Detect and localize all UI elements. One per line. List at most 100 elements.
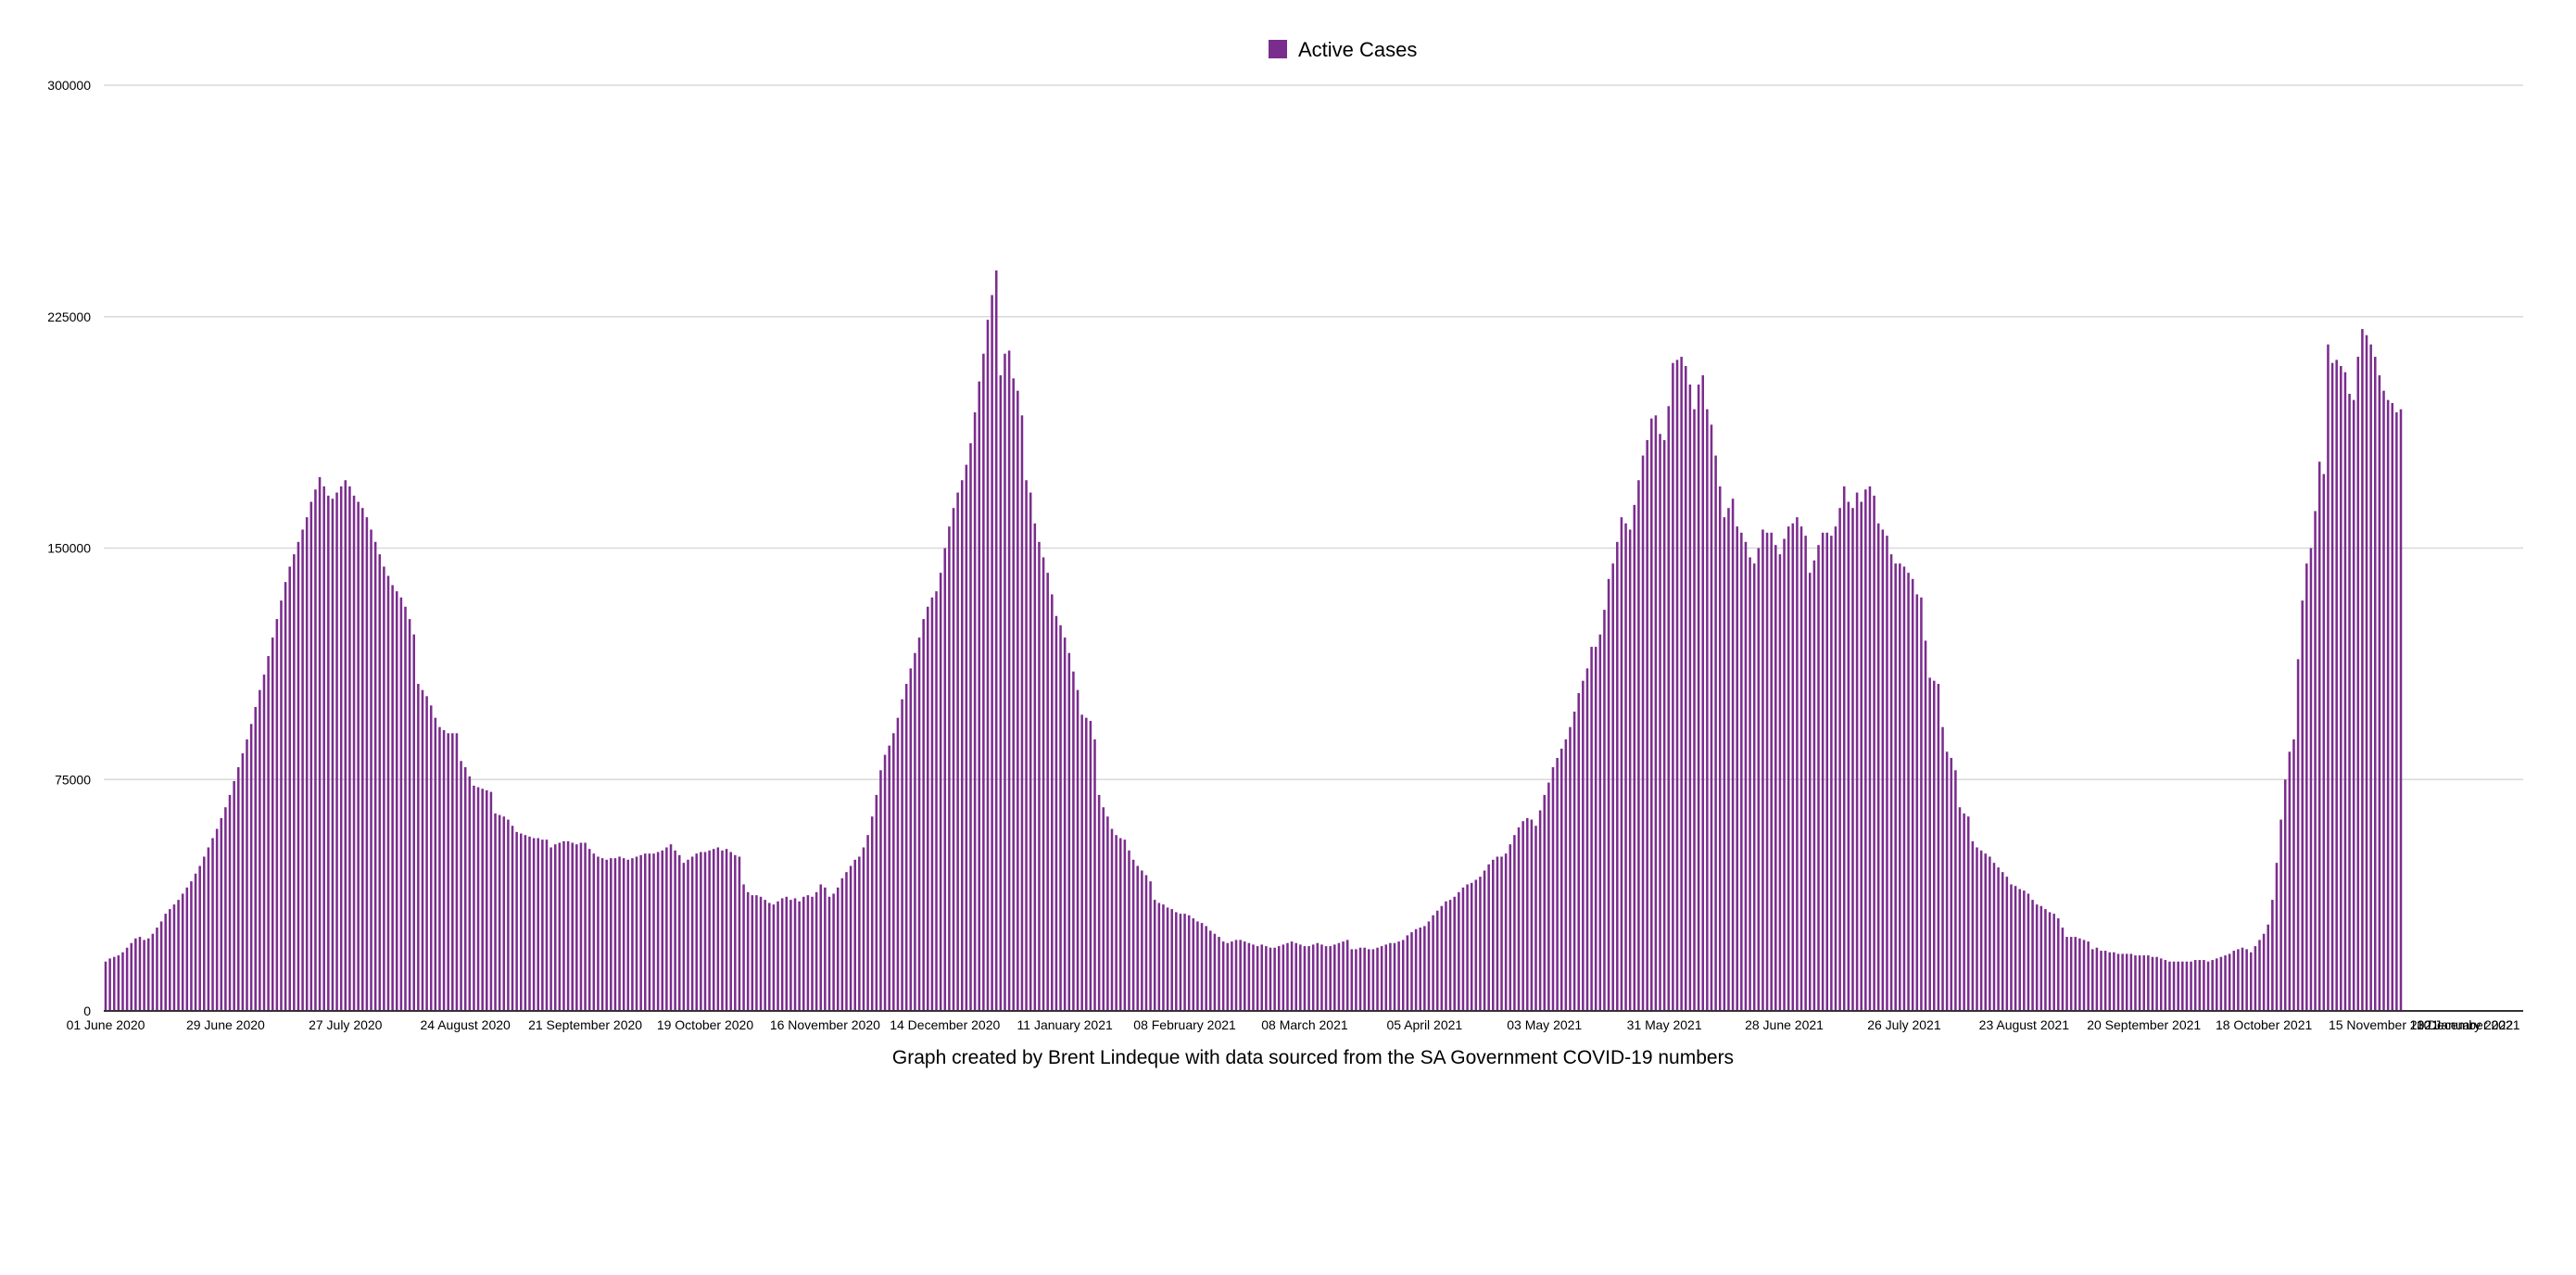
bar <box>1059 625 1062 1011</box>
bar <box>1945 751 1949 1011</box>
bar <box>1042 557 1045 1011</box>
bar <box>2095 947 2099 1011</box>
bar <box>1153 900 1156 1011</box>
bar <box>2091 949 2094 1011</box>
x-tick-label: 05 April 2021 <box>1386 1017 1462 1032</box>
bar <box>1054 615 1058 1011</box>
bar <box>1196 921 1199 1011</box>
bar <box>978 381 981 1011</box>
bar <box>1821 532 1825 1011</box>
bar <box>417 684 420 1011</box>
bar <box>1924 640 1927 1011</box>
bar <box>486 789 488 1011</box>
bar <box>1564 738 1568 1011</box>
bar <box>1697 385 1700 1011</box>
bar <box>845 872 848 1011</box>
bar <box>1971 840 1975 1011</box>
bar <box>840 877 844 1011</box>
bar <box>610 858 612 1011</box>
bar <box>2361 329 2364 1011</box>
bar <box>271 638 274 1011</box>
bar <box>1393 942 1396 1011</box>
legend-label: Active Cases <box>1298 38 1417 61</box>
bar <box>2374 357 2377 1011</box>
bar <box>301 529 304 1011</box>
bar <box>1688 385 1692 1011</box>
bar <box>1213 933 1217 1011</box>
bar <box>352 495 356 1011</box>
bar <box>2399 409 2403 1011</box>
bar <box>1316 942 1320 1011</box>
bar <box>511 826 514 1011</box>
bar <box>1239 940 1242 1011</box>
bar <box>1714 455 1717 1012</box>
x-tick-label: 21 September 2020 <box>528 1017 642 1032</box>
bar <box>948 526 951 1011</box>
bar <box>2317 461 2321 1011</box>
bar <box>434 717 437 1011</box>
bar <box>999 375 1003 1011</box>
bar <box>862 847 865 1011</box>
bar <box>1598 634 1602 1011</box>
bar <box>309 501 313 1011</box>
bar <box>734 854 737 1011</box>
bar <box>2356 357 2360 1011</box>
bar <box>2031 900 2034 1011</box>
bar <box>1577 693 1580 1011</box>
bar <box>112 956 116 1011</box>
bar <box>1594 647 1597 1011</box>
bar <box>1616 541 1619 1011</box>
bar <box>1458 891 1460 1011</box>
bar <box>1329 946 1332 1011</box>
bar <box>169 909 171 1011</box>
x-tick-label: 23 August 2021 <box>1979 1017 2070 1032</box>
legend-swatch <box>1269 40 1287 58</box>
bar <box>1017 390 1019 1011</box>
bar <box>2113 952 2115 1011</box>
bar <box>1740 532 1743 1011</box>
bar <box>1937 684 1940 1011</box>
bar <box>827 896 831 1011</box>
bar <box>1136 865 1139 1011</box>
bar <box>2134 955 2137 1011</box>
x-tick-label: 20 September 2021 <box>2087 1017 2201 1032</box>
bar <box>677 854 681 1011</box>
bar <box>2125 953 2128 1011</box>
bar <box>386 575 390 1011</box>
bar <box>1445 901 1447 1011</box>
x-tick-label: 18 October 2021 <box>2216 1017 2313 1032</box>
x-tick-label: 28 June 2021 <box>1745 1017 1824 1032</box>
bar <box>1406 935 1409 1011</box>
bar <box>1611 563 1614 1011</box>
bar <box>1752 563 1756 1011</box>
bar <box>639 854 642 1011</box>
bar <box>2121 953 2124 1011</box>
bar <box>1020 415 1024 1011</box>
bar <box>399 597 403 1011</box>
bar <box>2061 928 2065 1011</box>
bar <box>2087 941 2090 1011</box>
bar <box>1226 942 1230 1011</box>
bar <box>1277 946 1281 1011</box>
bar <box>922 619 925 1011</box>
bar <box>190 881 193 1011</box>
bar <box>956 492 959 1011</box>
bar <box>579 842 583 1011</box>
bar <box>1744 541 1748 1011</box>
bar <box>528 836 531 1011</box>
bar <box>1435 910 1439 1011</box>
bar <box>1534 826 1537 1011</box>
bar <box>2348 394 2351 1011</box>
y-tick-label: 150000 <box>47 541 91 556</box>
bar <box>288 566 291 1011</box>
bar <box>1234 940 1238 1011</box>
bar <box>121 952 124 1011</box>
bar <box>138 937 142 1011</box>
bar <box>690 856 694 1011</box>
bar <box>1941 726 1944 1011</box>
bar <box>1787 526 1790 1011</box>
bar <box>498 814 501 1011</box>
bar <box>2369 344 2372 1012</box>
legend[interactable]: Active Cases <box>1269 38 1417 61</box>
bar <box>1093 738 1096 1011</box>
